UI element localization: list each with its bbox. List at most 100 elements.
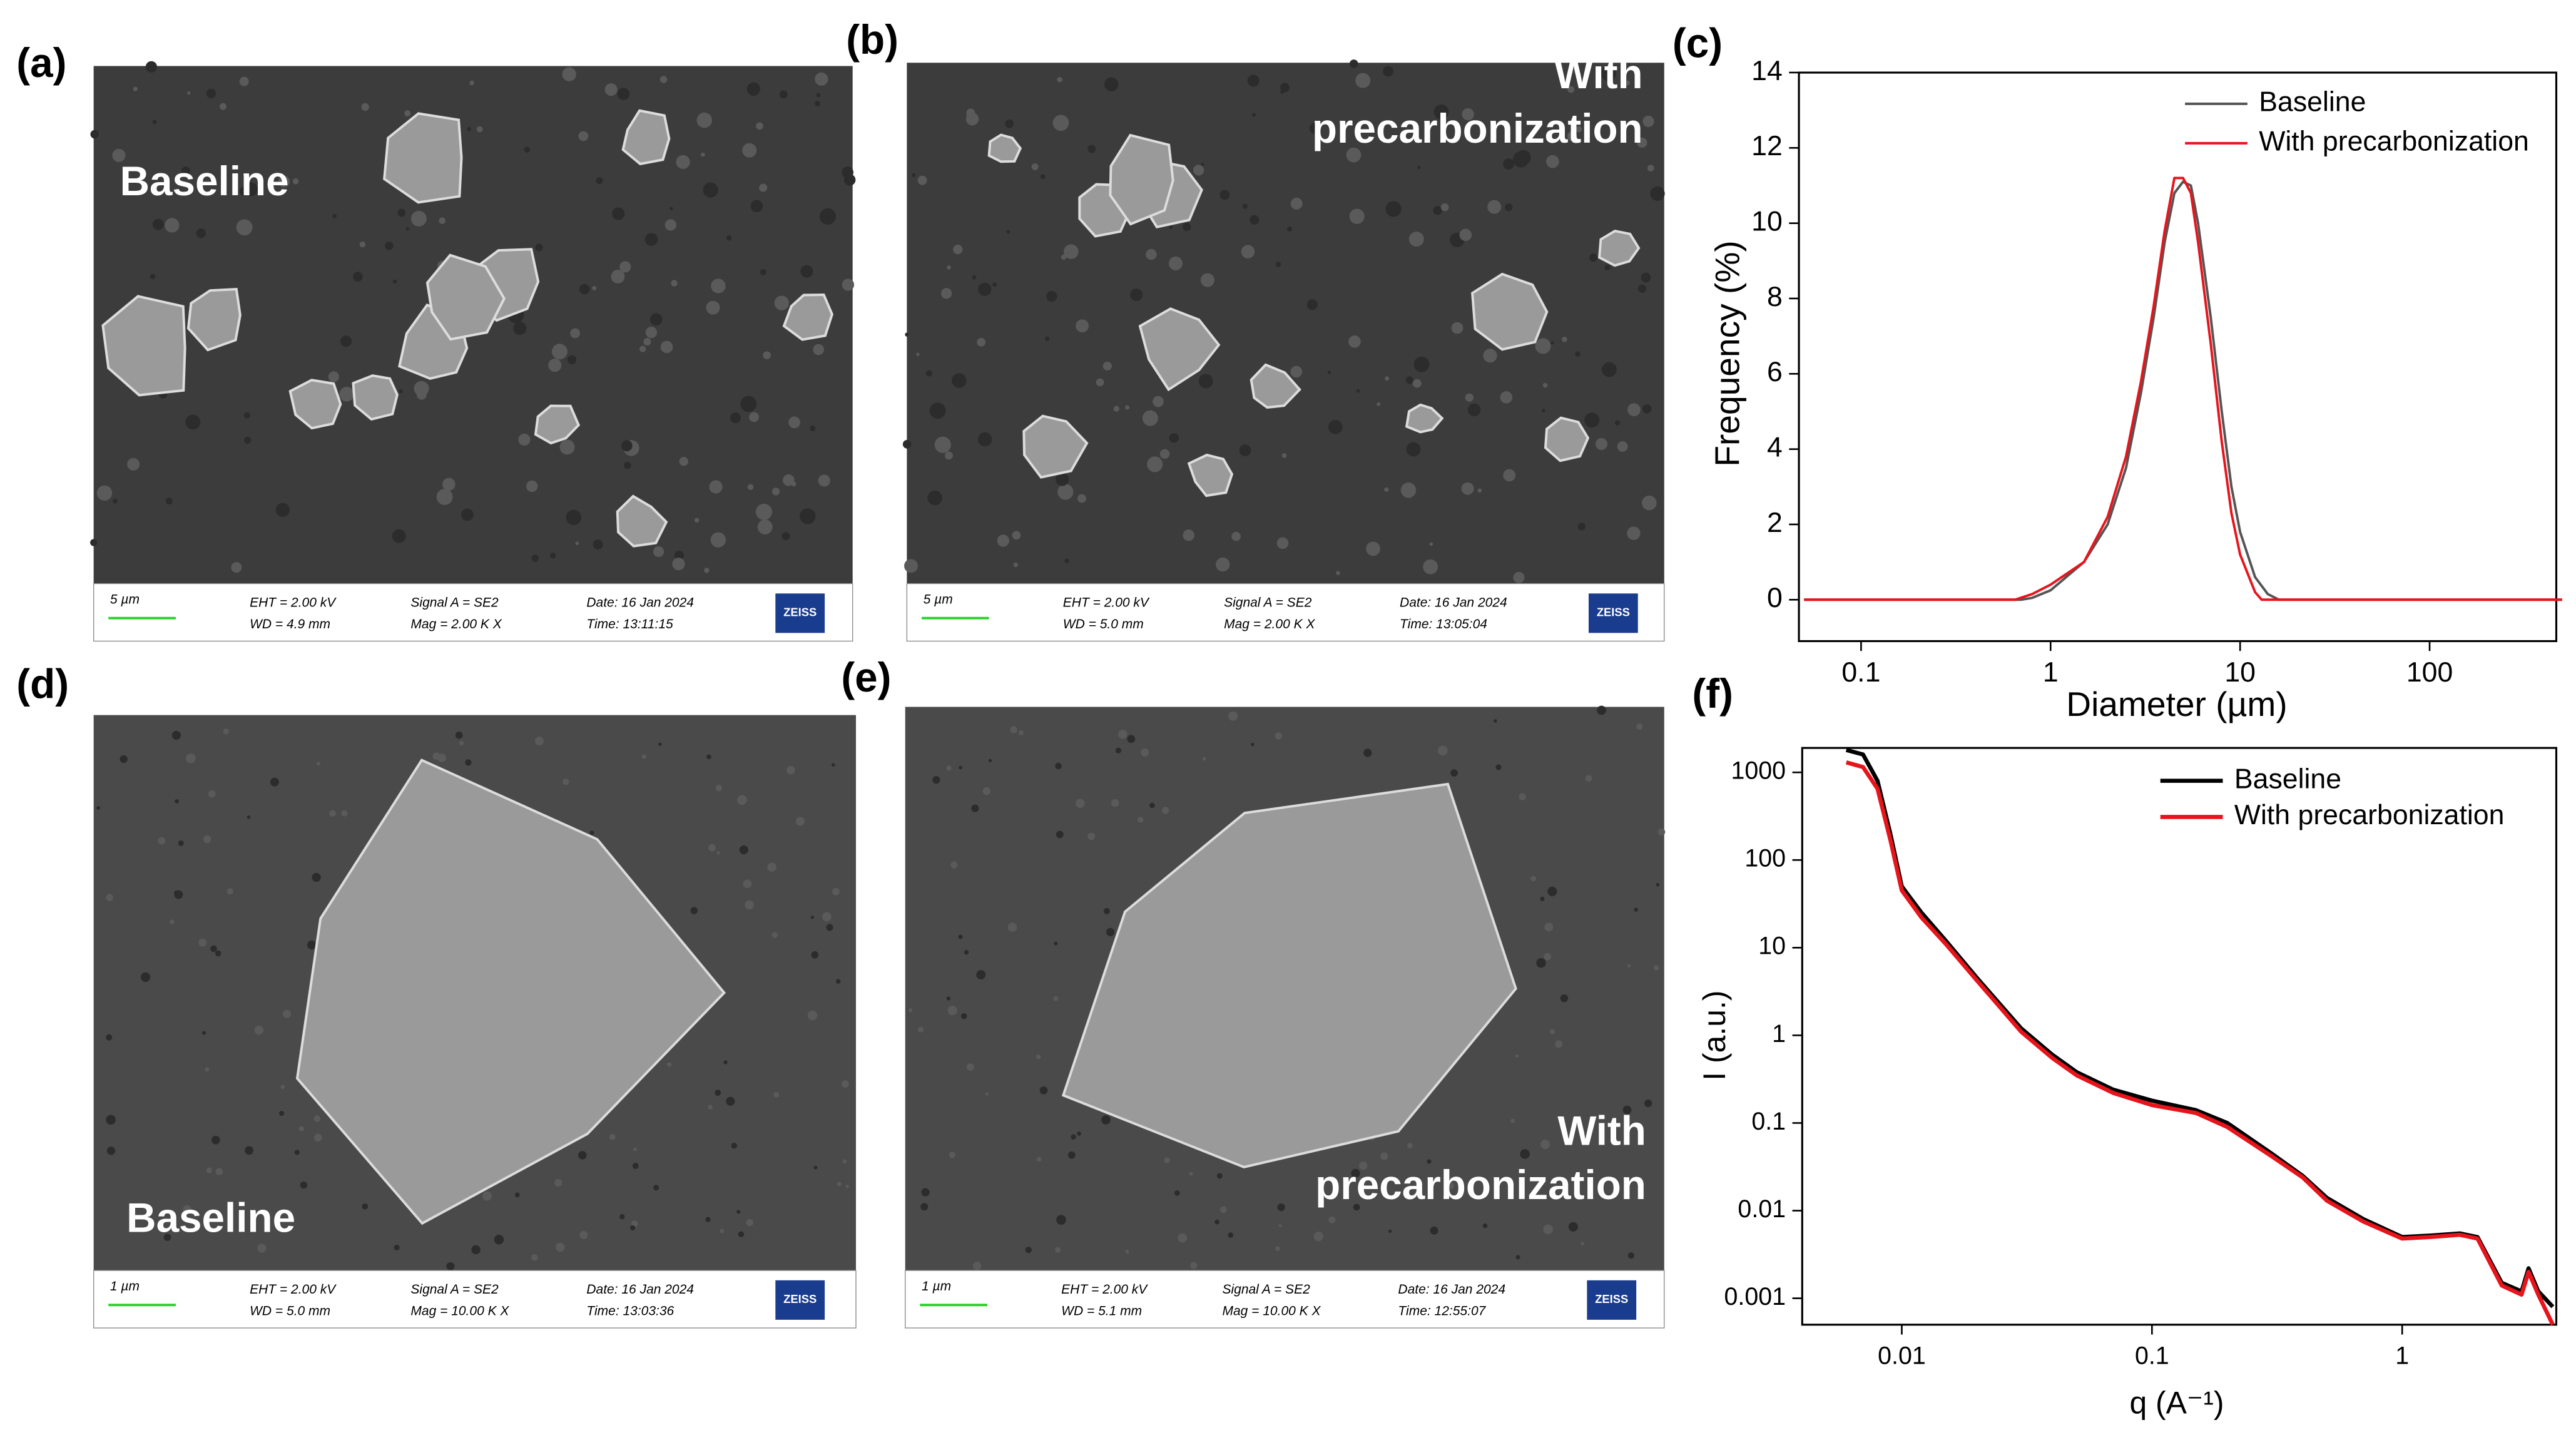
- texture: [1653, 965, 1659, 971]
- texture: [815, 101, 821, 107]
- date: Date: 16 Jan 2024: [1398, 1282, 1505, 1297]
- texture: [1164, 1157, 1170, 1163]
- texture: [649, 313, 663, 326]
- texture: [1130, 288, 1143, 302]
- texture: [361, 103, 369, 111]
- texture: [559, 439, 575, 455]
- sem-caption: precarbonization: [1315, 1162, 1646, 1208]
- texture: [1656, 882, 1660, 887]
- signal: Signal A = SE2: [410, 1282, 499, 1297]
- texture: [1549, 1029, 1555, 1034]
- x-axis-label: q (A⁻¹): [2129, 1386, 2224, 1421]
- texture: [1290, 365, 1303, 378]
- texture: [1657, 828, 1666, 836]
- texture: [658, 742, 662, 747]
- texture: [1503, 469, 1516, 482]
- texture: [203, 835, 211, 844]
- x-tick-label: 1: [2043, 657, 2059, 688]
- texture: [1584, 412, 1600, 428]
- texture: [1377, 402, 1381, 406]
- texture: [641, 754, 647, 759]
- texture: [966, 1063, 974, 1071]
- particle: [295, 758, 726, 1225]
- texture: [120, 755, 128, 763]
- texture: [1076, 799, 1085, 808]
- texture: [1306, 299, 1318, 310]
- texture: [696, 112, 713, 128]
- mag: Mag = 10.00 K X: [1222, 1304, 1321, 1318]
- texture: [1216, 1173, 1223, 1179]
- texture: [708, 844, 716, 852]
- texture: [726, 1096, 735, 1106]
- y-tick-label: 8: [1767, 282, 1783, 312]
- texture: [632, 1163, 639, 1169]
- texture: [551, 344, 568, 360]
- texture: [1153, 396, 1164, 407]
- texture: [1547, 886, 1557, 897]
- texture: [1412, 379, 1422, 388]
- texture: [1280, 89, 1285, 94]
- texture: [211, 1135, 220, 1145]
- texture: [1530, 876, 1537, 882]
- texture: [210, 945, 217, 952]
- texture: [723, 1060, 728, 1065]
- logo-box: [1588, 593, 1638, 633]
- particle: [1250, 363, 1301, 409]
- texture: [787, 765, 795, 775]
- texture: [186, 753, 196, 763]
- texture: [1328, 1216, 1336, 1223]
- texture: [127, 457, 140, 471]
- texture: [1461, 482, 1474, 495]
- texture: [773, 1091, 780, 1098]
- texture: [392, 529, 406, 543]
- texture: [145, 61, 158, 73]
- texture: [1087, 832, 1096, 840]
- texture: [1406, 442, 1421, 457]
- texture: [952, 373, 967, 388]
- texture: [755, 503, 772, 520]
- texture: [1642, 495, 1657, 511]
- plot-frame: [1801, 747, 2558, 1326]
- texture: [1363, 748, 1372, 757]
- texture: [1228, 711, 1238, 721]
- texture: [746, 1218, 753, 1227]
- texture: [1010, 726, 1017, 733]
- texture: [604, 83, 618, 96]
- texture: [437, 753, 447, 762]
- texture: [328, 371, 339, 382]
- texture: [1349, 208, 1365, 224]
- texture: [1057, 76, 1062, 83]
- texture: [514, 1192, 520, 1198]
- scale-label: 1 µm: [922, 1279, 951, 1294]
- texture: [339, 387, 354, 402]
- texture: [1576, 126, 1582, 133]
- texture: [518, 433, 531, 446]
- particle: [616, 494, 668, 548]
- texture: [436, 489, 453, 505]
- texture: [666, 1062, 672, 1067]
- texture: [1627, 1252, 1634, 1259]
- texture: [966, 108, 975, 118]
- y-tick-label: 1000: [1731, 757, 1786, 785]
- texture: [1142, 410, 1158, 426]
- texture: [1429, 542, 1433, 546]
- texture: [711, 278, 726, 294]
- texture: [645, 327, 658, 339]
- texture: [904, 559, 918, 573]
- texture: [566, 509, 582, 526]
- texture: [223, 728, 229, 735]
- texture: [1544, 922, 1554, 932]
- texture: [1219, 190, 1230, 200]
- particle: [987, 133, 1022, 163]
- sem-caption: precarbonization: [1312, 106, 1643, 151]
- texture: [1336, 571, 1340, 575]
- texture: [414, 380, 429, 396]
- texture: [774, 295, 789, 310]
- y-tick-label: 4: [1767, 432, 1783, 462]
- texture: [611, 269, 625, 283]
- texture: [706, 300, 720, 315]
- texture: [1627, 403, 1641, 417]
- texture: [609, 1133, 616, 1140]
- texture: [1276, 537, 1289, 549]
- texture: [1384, 487, 1389, 492]
